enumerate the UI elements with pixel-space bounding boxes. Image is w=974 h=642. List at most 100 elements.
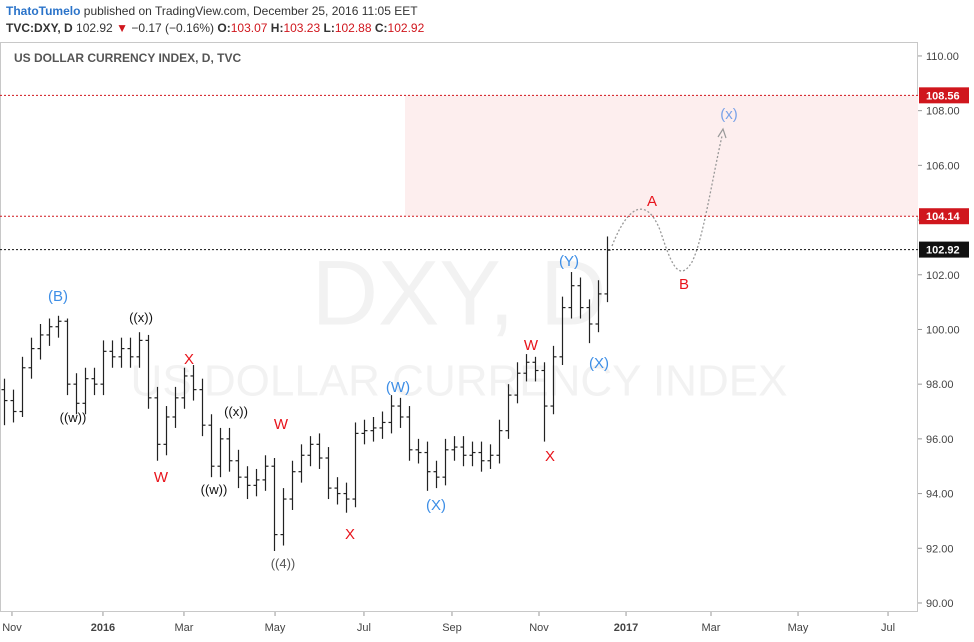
- ohlc-bar: [46, 318, 53, 346]
- wave-label: ((w)): [201, 482, 228, 497]
- wave-label: (X): [589, 355, 609, 372]
- ohlc-bar: [55, 315, 62, 338]
- ohlc-bar: [325, 447, 332, 500]
- ohlc-bar: [253, 468, 260, 497]
- ohlc-bar: [127, 337, 134, 368]
- ohlc-bar: [118, 337, 125, 368]
- ohlc-bar: [559, 296, 566, 366]
- x-tick-label: Sep: [442, 622, 462, 634]
- y-tick-label: 108.00: [926, 106, 960, 118]
- watermark: DXY, D: [312, 242, 607, 344]
- y-tick-label: 96.00: [926, 434, 954, 446]
- x-tick-label: May: [788, 622, 809, 634]
- ohlc-bar: [334, 477, 341, 505]
- ohlc-bar: [226, 427, 233, 472]
- ohlc-bar: [244, 466, 251, 500]
- level-label-box: [919, 208, 969, 225]
- ohlc-bar: [181, 367, 188, 409]
- ohlc-bar: [460, 436, 467, 467]
- ohlc-bar: [262, 455, 269, 491]
- ohlc-bar: [451, 436, 458, 461]
- wave-label: A: [647, 193, 657, 210]
- ohlc-bar: [217, 427, 224, 478]
- close-label: C:: [374, 21, 388, 35]
- plot-frame: [0, 42, 918, 612]
- x-tick-label: 2017: [614, 622, 638, 634]
- ohlc-bar: [478, 441, 485, 472]
- ohlc-bar: [73, 373, 80, 415]
- level-label: 104.14: [926, 211, 961, 223]
- x-tick-label: Jul: [881, 622, 895, 634]
- quote-line: TVC:DXY, D 102.92 ▼ −0.17 (−0.16%) O:103…: [6, 20, 424, 37]
- chart-title: US DOLLAR CURRENCY INDEX, D, TVC: [14, 51, 241, 65]
- ohlc-bar: [136, 332, 143, 368]
- ohlc-bar: [307, 436, 314, 467]
- ohlc-bar: [172, 386, 179, 428]
- ohlc-bar: [163, 406, 170, 456]
- wave-label: (B): [48, 288, 68, 305]
- y-tick-label: 102.00: [926, 270, 960, 282]
- ohlc-bar: [550, 345, 557, 415]
- ohlc-bar: [298, 444, 305, 483]
- ohlc-bar: [343, 482, 350, 513]
- y-tick-label: 110.00: [926, 51, 959, 63]
- wave-label: ((4)): [271, 556, 296, 571]
- level-label: 102.92: [926, 245, 960, 257]
- wave-label: W: [154, 469, 169, 486]
- ohlc-bar: [271, 458, 278, 552]
- y-tick-label: 106.00: [926, 160, 960, 172]
- ohlc-bar: [289, 460, 296, 510]
- y-tick-label: 94.00: [926, 489, 954, 501]
- header: ThatoTumelo published on TradingView.com…: [6, 3, 424, 37]
- ohlc-bar: [28, 337, 35, 379]
- ohlc-bar: [586, 299, 593, 344]
- high-label: H:: [270, 21, 284, 35]
- ohlc-bar: [190, 365, 197, 401]
- ohlc-bar: [523, 354, 530, 382]
- ohlc-bar: [595, 280, 602, 333]
- ohlc-bar: [352, 422, 359, 508]
- wave-label: (X): [426, 497, 446, 514]
- ohlc-bar: [469, 441, 476, 467]
- wave-label: (W): [386, 379, 410, 396]
- level-label-box: [919, 87, 969, 104]
- ohlc-bar: [424, 441, 431, 491]
- ohlc-bar: [406, 406, 413, 461]
- last: 102.92: [76, 21, 113, 35]
- wave-label: (Y): [559, 253, 579, 270]
- published: published on TradingView.com, December 2…: [83, 4, 418, 18]
- author[interactable]: ThatoTumelo: [6, 4, 81, 18]
- ohlc-bar: [235, 449, 242, 489]
- close: 102.92: [387, 21, 425, 35]
- wave-label: ((x)): [224, 404, 248, 419]
- x-tick-label: May: [265, 622, 286, 634]
- y-tick-label: 90.00: [926, 598, 954, 610]
- ohlc-bar: [568, 272, 575, 319]
- wave-label: ((w)): [60, 410, 87, 425]
- y-tick-label: 100.00: [926, 324, 960, 336]
- wave-label: X: [184, 351, 194, 368]
- ohlc-bar: [100, 340, 107, 396]
- open-label: O:: [217, 21, 231, 35]
- x-tick-label: Mar: [174, 622, 193, 634]
- y-tick-label: 98.00: [926, 379, 954, 391]
- ohlc-bar: [208, 414, 215, 478]
- ohlc-bar: [433, 460, 440, 489]
- ohlc-bar: [604, 236, 611, 303]
- ohlc-bar: [154, 386, 161, 461]
- wave-label: X: [345, 526, 355, 543]
- ohlc-bar: [388, 395, 395, 434]
- ohlc-bar: [316, 433, 323, 469]
- target-zone: [405, 95, 918, 217]
- ohlc-bar: [397, 397, 404, 428]
- ohlc-bar: [91, 367, 98, 396]
- projection-path: [611, 135, 723, 272]
- ohlc-bar: [37, 323, 44, 360]
- level-label-box: [919, 241, 969, 258]
- wave-label: W: [274, 416, 289, 433]
- x-tick-label: Jul: [357, 622, 371, 634]
- ohlc-bar: [1, 378, 8, 426]
- ohlc-bar: [145, 334, 152, 409]
- ohlc-bar: [541, 362, 548, 442]
- watermark-sub: US DOLLAR CURRENCY INDEX: [131, 357, 788, 406]
